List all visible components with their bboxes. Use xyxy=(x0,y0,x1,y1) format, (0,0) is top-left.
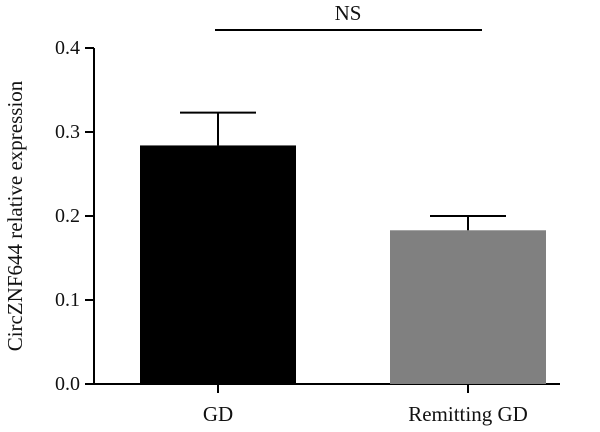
bar-1 xyxy=(140,145,296,384)
significance-label: NS xyxy=(335,1,362,25)
x-tick-label: GD xyxy=(203,402,233,426)
y-tick-label: 0.3 xyxy=(55,121,80,143)
bar-2 xyxy=(390,230,546,384)
y-axis-title: CircZNF644 relative expression xyxy=(3,80,27,351)
x-tick-label: Remitting GD xyxy=(408,402,528,426)
y-tick-label: 0.4 xyxy=(55,37,80,59)
significance-group: NS xyxy=(215,1,482,31)
y-tick-label: 0.0 xyxy=(55,373,80,395)
error-bars-group xyxy=(180,111,506,231)
y-tick-label: 0.2 xyxy=(55,205,80,227)
y-tick-label: 0.1 xyxy=(55,289,80,311)
bars-group xyxy=(140,145,546,384)
